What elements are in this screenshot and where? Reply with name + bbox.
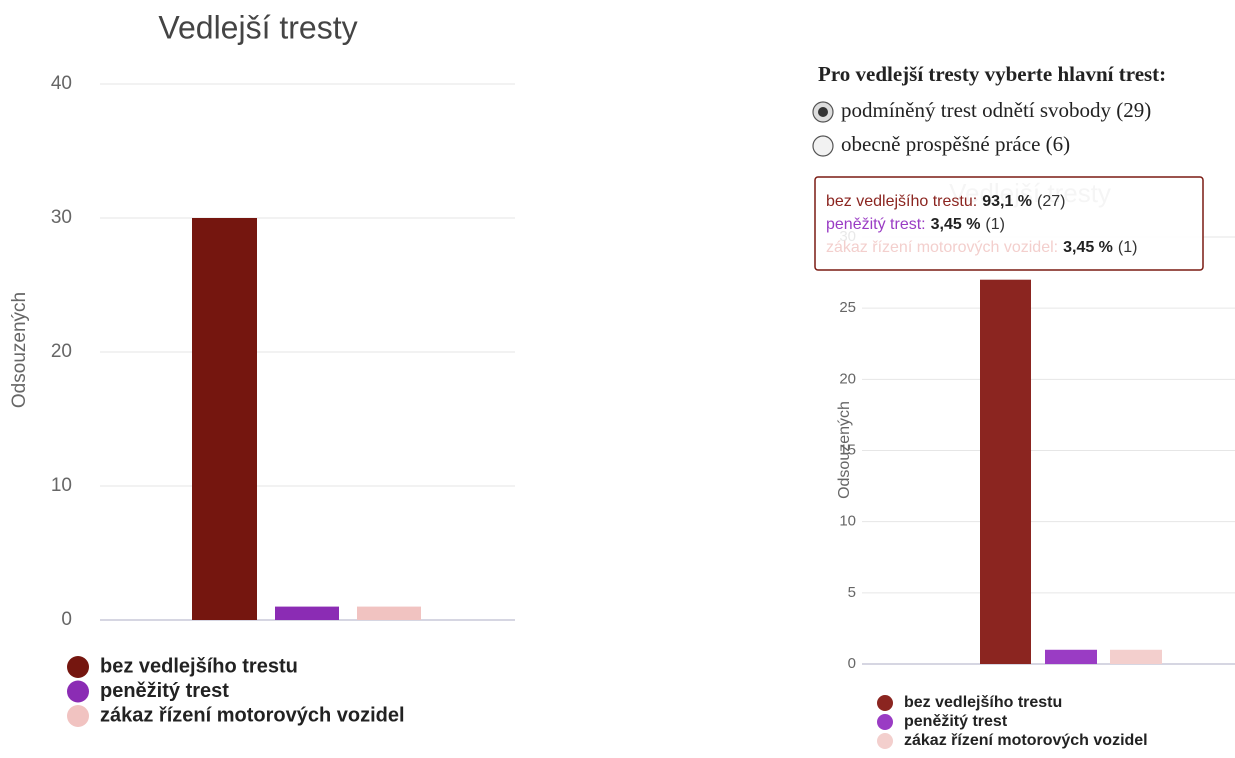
tooltip-row: bez vedlejšího trestu: 93,1 % (27): [826, 193, 1065, 210]
legend-label[interactable]: zákaz řízení motorových vozidel: [100, 704, 405, 726]
tooltip-value: 3,45 %: [1063, 239, 1113, 256]
y-tick-label: 10: [51, 475, 72, 496]
tooltip-count: (1): [1118, 239, 1138, 256]
tooltip-count: (1): [985, 216, 1005, 233]
legend-marker: [67, 705, 89, 727]
legend-label[interactable]: bez vedlejšího trestu: [100, 655, 298, 677]
y-tick-label: 5: [848, 584, 856, 601]
radio-dot: [818, 107, 828, 117]
tooltip-value: 3,45 %: [931, 216, 981, 233]
radio-label[interactable]: obecně prospěšné práce (6): [841, 132, 1070, 156]
radio-option[interactable]: obecně prospěšné práce (6): [812, 132, 1070, 157]
radio-button[interactable]: [812, 135, 834, 157]
y-axis-label: Odsouzených: [836, 401, 853, 499]
legend-label[interactable]: peněžitý trest: [904, 713, 1008, 730]
y-axis-label: Odsouzených: [9, 292, 30, 408]
legend-marker: [67, 680, 89, 703]
selector-heading: Pro vedlejší tresty vyberte hlavní trest…: [818, 62, 1166, 86]
legend-label[interactable]: peněžitý trest: [100, 680, 229, 702]
bar: [980, 279, 1031, 664]
tooltip-row: zákaz řízení motorových vozidel: 3,45 % (1…: [826, 239, 1137, 256]
tooltip-box: [814, 176, 1204, 271]
legend-marker: [67, 656, 89, 678]
tooltip-series: zákaz řízení motorových vozidel:: [826, 239, 1058, 256]
y-tick-label: 30: [51, 207, 72, 228]
chart-title: Vedlejší tresty: [158, 9, 357, 45]
radio-option[interactable]: podmíněný trest odnětí svobody (29): [812, 98, 1151, 123]
tooltip-series: bez vedlejšího trestu:: [826, 193, 977, 210]
legend-label[interactable]: bez vedlejšího trestu: [904, 694, 1062, 711]
y-tick-label: 40: [51, 73, 72, 94]
y-tick-label: 20: [51, 341, 72, 362]
bar: [1045, 649, 1097, 664]
tooltip-row: peněžitý trest: 3,45 % (1): [826, 216, 1005, 233]
bar: [357, 606, 421, 620]
tooltip: bez vedlejšího trestu: 93,1 % (27) peněžitý…: [814, 176, 1204, 271]
y-tick-label: 25: [839, 299, 856, 316]
legend-marker: [877, 695, 893, 711]
radio-label[interactable]: podmíněný trest odnětí svobody (29): [841, 98, 1151, 122]
legend-marker: [877, 733, 893, 749]
tooltip-series: peněžitý trest:: [826, 216, 926, 233]
y-tick-label: 15: [839, 441, 856, 458]
y-tick-label: 20: [839, 370, 856, 387]
tooltip-value: 93,1 %: [982, 193, 1032, 210]
bar: [1110, 649, 1162, 664]
y-tick-label: 0: [61, 609, 72, 630]
legend-marker: [877, 714, 893, 730]
y-tick-label: 0: [848, 655, 856, 672]
tooltip-count: (27): [1037, 193, 1065, 210]
legend-label[interactable]: zákaz řízení motorových vozidel: [904, 732, 1148, 749]
bar: [192, 218, 257, 620]
y-tick-label: 10: [839, 513, 856, 530]
bar: [275, 606, 339, 620]
